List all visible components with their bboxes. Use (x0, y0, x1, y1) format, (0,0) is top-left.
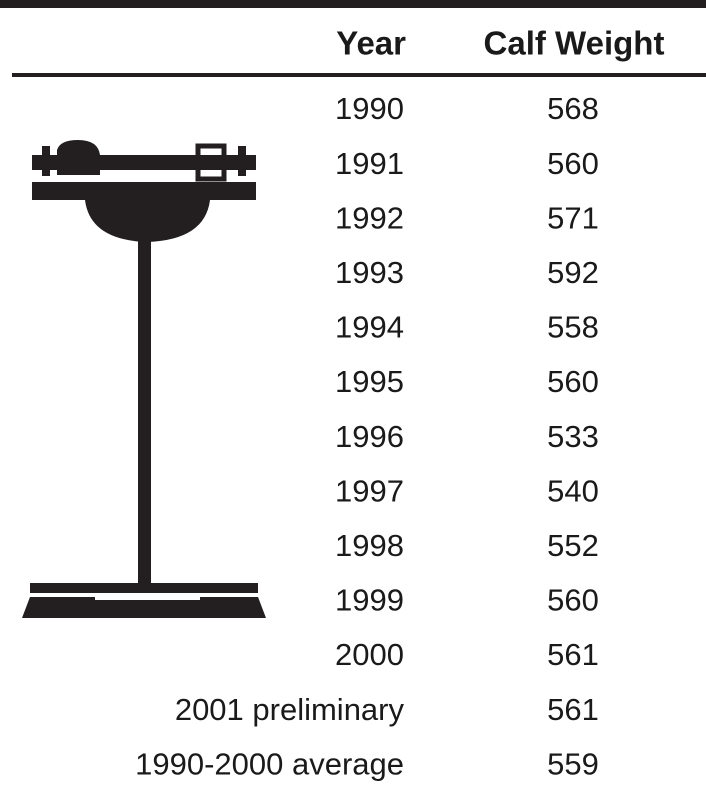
year-cell: 1990-2000 average (135, 746, 404, 781)
weight-cell: 571 (547, 200, 599, 235)
weight-cell: 568 (547, 91, 599, 126)
weight-cell: 561 (547, 692, 599, 727)
weight-cell: 540 (547, 473, 599, 508)
weight-cell: 552 (547, 528, 599, 563)
scale-icon (22, 140, 266, 618)
year-cell: 1992 (335, 200, 404, 235)
year-cell: 1995 (335, 364, 404, 399)
year-cell: 1993 (335, 255, 404, 290)
header-rule (12, 73, 706, 77)
weight-cell: 560 (547, 583, 599, 618)
year-cell: 1990 (335, 91, 404, 126)
weight-cell: 592 (547, 255, 599, 290)
weight-cell: 559 (547, 746, 599, 781)
top-rule (0, 0, 706, 8)
year-cell: 1994 (335, 310, 404, 345)
header-weight: Calf Weight (484, 25, 665, 62)
year-cell: 1997 (335, 473, 404, 508)
header-year: Year (336, 25, 406, 62)
weight-cell: 560 (547, 146, 599, 181)
year-cell: 2000 (335, 637, 404, 672)
page: Year Calf Weight 1990 568 1991 560 1992 571 19… (0, 0, 706, 799)
year-cell: 2001 preliminary (175, 692, 405, 727)
year-cell: 1996 (335, 419, 404, 454)
weight-cell: 561 (547, 637, 599, 672)
weight-cell: 560 (547, 364, 599, 399)
weight-cell: 533 (547, 419, 599, 454)
weight-cell: 558 (547, 310, 599, 345)
year-cell: 1999 (335, 583, 404, 618)
year-cell: 1991 (335, 146, 404, 181)
year-cell: 1998 (335, 528, 404, 563)
